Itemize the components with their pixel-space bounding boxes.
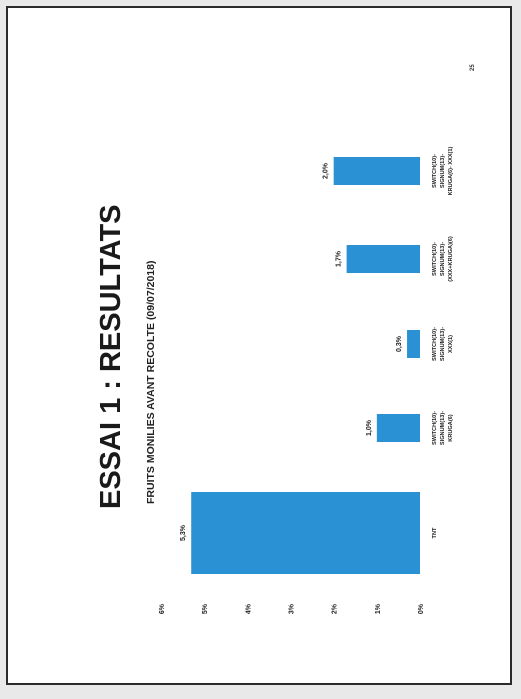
document-page: ESSAI 1 : RESULTATS FRUITS MONILIES AVAN… — [6, 6, 512, 685]
bar-value-label: 0,3% — [396, 335, 403, 352]
bar-chart: ESSAI 1 : RESULTATS FRUITS MONILIES AVAN… — [95, 64, 476, 614]
y-tick-label: 5% — [202, 603, 209, 614]
y-tick-label: 3% — [289, 603, 296, 614]
x-tick-label: SWITCH(10)- SIGNUM(13)- (XXX+KRUGA)(6) — [432, 236, 454, 282]
y-tick-label: 4% — [245, 603, 252, 614]
rotated-slide: ESSAI 1 : RESULTATS FRUITS MONILIES AVAN… — [8, 8, 521, 699]
x-tick-label: SWITCH(10)- SIGNUM(13)- KRUGA(6) — [432, 411, 454, 445]
chart-subtitle: FRUITS MONILIES AVANT RECOLTE (09/07/201… — [145, 261, 157, 504]
bar — [191, 492, 420, 574]
bar — [333, 157, 420, 185]
bars-group: 5,3% 1,0% 0,3% 1,7% 2,0% — [180, 157, 421, 574]
y-axis: 0% 1% 2% 3% 4% 5% 6% — [159, 603, 425, 614]
x-tick-label: TNT — [432, 527, 438, 538]
bar-value-label: 5,3% — [180, 524, 187, 541]
page-number: 25 — [470, 64, 476, 71]
y-tick-label: 1% — [375, 603, 382, 614]
chart-title: ESSAI 1 : RESULTATS — [95, 204, 127, 509]
x-axis-labels: TNT SWITCH(10)- SIGNUM(13)- KRUGA(6) SWITCH(… — [432, 146, 454, 538]
x-tick-label: SWITCH(10)- SIGNUM(13)- KRUGA(6)- XXX(1) — [432, 146, 454, 195]
bar-value-label: 2,0% — [323, 162, 330, 179]
bar — [346, 245, 420, 273]
y-tick-label: 6% — [159, 603, 166, 614]
bar-value-label: 1,7% — [336, 250, 343, 267]
x-tick-label: SWITCH(10)- SIGNUM(13)- XXX(1) — [432, 327, 454, 361]
bar — [407, 330, 420, 358]
y-tick-label: 0% — [418, 603, 425, 614]
bar — [376, 414, 421, 442]
bar-value-label: 1,0% — [366, 419, 373, 436]
y-tick-label: 2% — [332, 603, 339, 614]
